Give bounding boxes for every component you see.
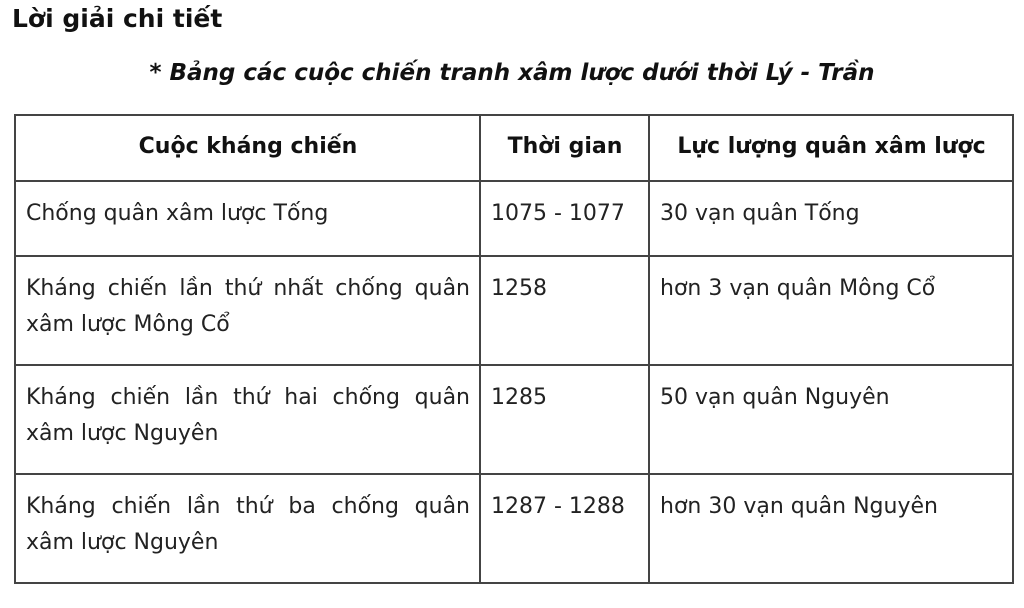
table-row: Chống quân xâm lược Tống 1075 - 1077 30 … (14, 180, 1014, 257)
cell-campaign: Kháng chiến lần thứ hai chống quân xâm l… (14, 364, 481, 475)
table-row: Kháng chiến lần thứ nhất chống quân xâm … (14, 255, 1014, 366)
table-header-row: Cuộc kháng chiến Thời gian Lực lượng quâ… (14, 114, 1014, 182)
table-row: Kháng chiến lần thứ hai chống quân xâm l… (14, 364, 1014, 475)
section-heading: Lời giải chi tiết (12, 4, 223, 33)
table-row: Kháng chiến lần thứ ba chống quân xâm lư… (14, 473, 1014, 584)
table-caption: * Bảng các cuộc chiến tranh xâm lược dướ… (149, 60, 875, 86)
cell-forces: 50 vạn quân Nguyên (648, 364, 1014, 475)
cell-time: 1258 (479, 255, 650, 366)
cell-time: 1075 - 1077 (479, 180, 650, 257)
wars-table: Cuộc kháng chiến Thời gian Lực lượng quâ… (14, 114, 1014, 584)
cell-campaign: Kháng chiến lần thứ nhất chống quân xâm … (14, 255, 481, 366)
cell-campaign: Chống quân xâm lược Tống (14, 180, 481, 257)
cell-campaign: Kháng chiến lần thứ ba chống quân xâm lư… (14, 473, 481, 584)
cell-forces: hơn 30 vạn quân Nguyên (648, 473, 1014, 584)
header-forces: Lực lượng quân xâm lược (648, 114, 1014, 182)
header-campaign: Cuộc kháng chiến (14, 114, 481, 182)
cell-time: 1285 (479, 364, 650, 475)
header-time: Thời gian (479, 114, 650, 182)
cell-time: 1287 - 1288 (479, 473, 650, 584)
cell-forces: hơn 3 vạn quân Mông Cổ (648, 255, 1014, 366)
cell-forces: 30 vạn quân Tống (648, 180, 1014, 257)
